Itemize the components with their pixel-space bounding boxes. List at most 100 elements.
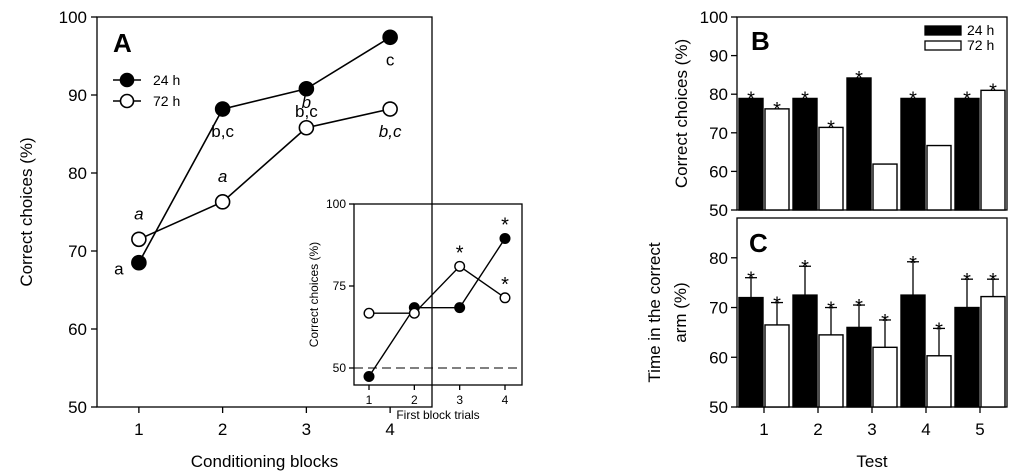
bar bbox=[846, 77, 872, 211]
bar bbox=[926, 144, 952, 211]
y-tick-label: 70 bbox=[68, 242, 87, 261]
y-tick-label: 100 bbox=[59, 8, 87, 27]
panel-label-a: A bbox=[113, 28, 132, 58]
x-tick-label: 1 bbox=[759, 420, 768, 439]
significance-label: b bbox=[302, 93, 311, 112]
x-tick-label: 1 bbox=[134, 420, 143, 439]
inset-x-tick-label: 3 bbox=[456, 393, 463, 407]
bar bbox=[900, 294, 926, 408]
bar bbox=[792, 294, 818, 408]
y-tick-label: 90 bbox=[68, 86, 87, 105]
y-tick-label: 100 bbox=[700, 8, 728, 27]
y-axis-title: Correct choices (%) bbox=[672, 39, 691, 188]
bar bbox=[818, 126, 844, 211]
x-tick-label: 2 bbox=[218, 420, 227, 439]
inset-data-point bbox=[499, 292, 511, 304]
bar bbox=[954, 97, 980, 211]
inset-x-tick-label: 2 bbox=[411, 393, 418, 407]
significance-star: * bbox=[747, 269, 755, 291]
inset-y-axis-title: Correct choices (%) bbox=[307, 242, 321, 347]
bar bbox=[738, 296, 764, 408]
x-tick-label: 4 bbox=[921, 420, 930, 439]
significance-star: * bbox=[801, 88, 809, 110]
y-axis-title: Correct choices (%) bbox=[17, 137, 36, 286]
bar bbox=[846, 326, 872, 408]
inset-significance-star: * bbox=[501, 214, 509, 236]
data-point bbox=[214, 101, 231, 117]
inset-x-tick-label: 1 bbox=[366, 393, 373, 407]
inset-series-line bbox=[368, 238, 506, 377]
inset-series-line bbox=[369, 265, 506, 314]
bar bbox=[900, 97, 926, 211]
significance-star: * bbox=[989, 270, 997, 292]
significance-star: * bbox=[963, 88, 971, 110]
significance-star: * bbox=[855, 296, 863, 318]
panel-label-c: C bbox=[749, 228, 768, 258]
data-point bbox=[298, 80, 315, 97]
legend-label: 24 h bbox=[153, 72, 180, 88]
y-tick-label: 60 bbox=[709, 162, 728, 181]
bar bbox=[764, 324, 790, 408]
bar bbox=[980, 89, 1006, 211]
y-axis-title-line2: arm (%) bbox=[671, 282, 690, 342]
inset-significance-star: * bbox=[501, 274, 509, 296]
data-point bbox=[382, 29, 398, 46]
bar bbox=[818, 334, 844, 408]
inset-x-tick-label: 4 bbox=[502, 393, 509, 407]
inset-data-point bbox=[454, 260, 466, 272]
panel-a: 50 60 70 80 90 100 1 2 3 4 Conditioning blocks Corr… bbox=[17, 8, 433, 471]
inset-data-point bbox=[363, 307, 375, 319]
significance-star: * bbox=[773, 294, 781, 316]
significance-star: * bbox=[935, 319, 943, 341]
significance-star: * bbox=[855, 68, 863, 90]
legend-swatch bbox=[924, 40, 962, 51]
y-tick-label: 50 bbox=[709, 201, 728, 220]
bar bbox=[954, 306, 980, 408]
data-point bbox=[131, 254, 147, 271]
legend-marker bbox=[119, 72, 135, 88]
x-tick-label: 3 bbox=[867, 420, 876, 439]
y-tick-label: 80 bbox=[68, 164, 87, 183]
legend-marker bbox=[119, 93, 135, 109]
inset-y-tick-label: 100 bbox=[326, 197, 346, 211]
significance-star: * bbox=[881, 311, 889, 333]
legend-swatch bbox=[924, 25, 962, 36]
inset-data-point bbox=[363, 371, 375, 383]
inset-significance-star: * bbox=[456, 242, 464, 264]
y-tick-label: 90 bbox=[709, 47, 728, 66]
significance-star: * bbox=[909, 88, 917, 110]
y-tick-label: 60 bbox=[709, 348, 728, 367]
panel-a-inset: 50 75 100 1 2 3 4 First block trials Correct cho… bbox=[307, 197, 523, 422]
inset-data-point bbox=[454, 302, 466, 314]
bar bbox=[872, 346, 898, 408]
significance-star: * bbox=[747, 88, 755, 110]
significance-label: a bbox=[218, 167, 227, 186]
legend-label: 24 h bbox=[967, 22, 994, 38]
bar bbox=[764, 108, 790, 211]
legend: 24 h 72 h bbox=[113, 72, 180, 109]
panel-b: 50 60 70 80 90 100 * * * * * * * * Correct choices (%)… bbox=[672, 8, 1008, 220]
inset-data-point bbox=[408, 307, 420, 319]
bar bbox=[872, 163, 898, 211]
significance-star: * bbox=[989, 80, 997, 102]
significance-star: * bbox=[827, 299, 835, 321]
significance-label: a bbox=[114, 260, 124, 279]
inset-x-axis-title: First block trials bbox=[396, 408, 479, 422]
inset-frame bbox=[353, 203, 523, 386]
inset-data-point bbox=[499, 232, 511, 244]
significance-star: * bbox=[909, 253, 917, 275]
significance-label: a bbox=[134, 204, 143, 223]
significance-label: b,c bbox=[295, 102, 318, 121]
bar bbox=[738, 97, 764, 211]
significance-label: b,c bbox=[211, 122, 234, 141]
bar bbox=[926, 355, 952, 408]
x-tick-label: 4 bbox=[385, 420, 394, 439]
legend-label: 72 h bbox=[967, 37, 994, 53]
significance-star: * bbox=[963, 270, 971, 292]
inset-y-tick-label: 50 bbox=[333, 361, 347, 375]
data-point bbox=[382, 101, 398, 117]
x-tick-label: 2 bbox=[813, 420, 822, 439]
y-tick-label: 50 bbox=[68, 398, 87, 417]
y-tick-label: 50 bbox=[709, 398, 728, 417]
